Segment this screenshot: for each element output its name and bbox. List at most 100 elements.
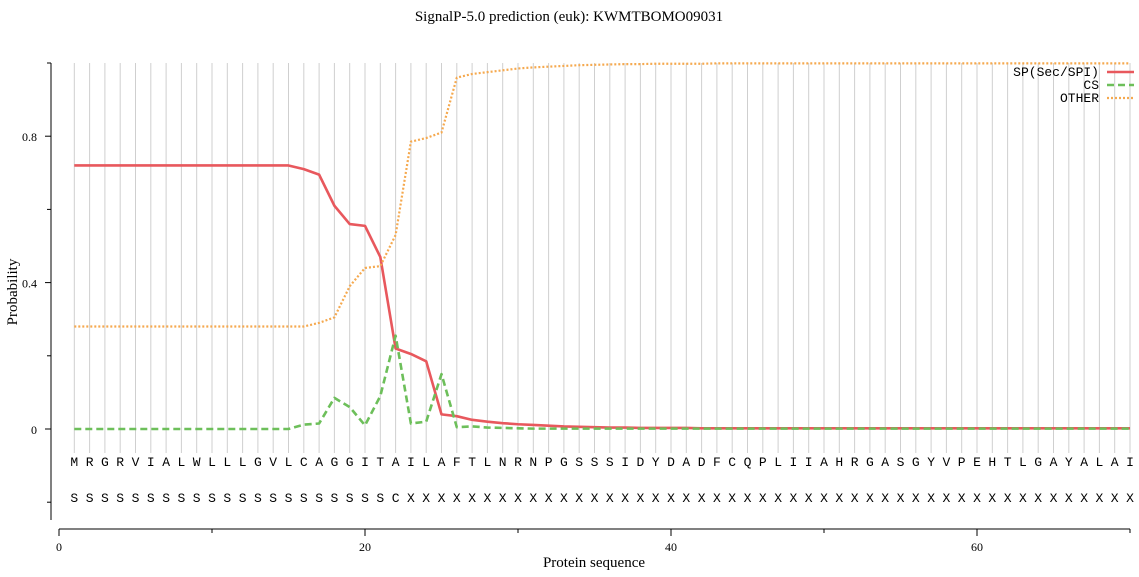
sequence-letter: A — [820, 455, 828, 470]
sequence-letter: L — [483, 455, 491, 470]
annotation-letter: X — [422, 491, 430, 506]
annotation-letter: X — [483, 491, 491, 506]
annotation-letter: X — [1080, 491, 1088, 506]
series-cs-line — [74, 334, 1130, 431]
sequence-letter: L — [422, 455, 430, 470]
annotation-letter: X — [514, 491, 522, 506]
annotation-letter: S — [70, 491, 78, 506]
annotation-letter: S — [300, 491, 308, 506]
annotation-letter: S — [162, 491, 170, 506]
annotation-letter: X — [1004, 491, 1012, 506]
annotation-letter: X — [667, 491, 675, 506]
sequence-letter: L — [208, 455, 216, 470]
annotation-letter: X — [499, 491, 507, 506]
annotation-letter: X — [1019, 491, 1027, 506]
sequence-letter: L — [223, 455, 231, 470]
annotation-letter: S — [376, 491, 384, 506]
annotation-letter: S — [285, 491, 293, 506]
y-tick-label: 0.4 — [22, 277, 37, 291]
sequence-letter: N — [529, 455, 537, 470]
x-tick-label: 20 — [359, 540, 371, 554]
sequence-letter: H — [988, 455, 996, 470]
annotation-letter: S — [132, 491, 140, 506]
annotation-letter: S — [147, 491, 155, 506]
annotation-letter: S — [193, 491, 201, 506]
sequence-letter: G — [101, 455, 109, 470]
sequence-letter: C — [300, 455, 308, 470]
annotation-letter: X — [851, 491, 859, 506]
annotation-letter: X — [789, 491, 797, 506]
sequence-letter: I — [1126, 455, 1134, 470]
sequence-letter: D — [698, 455, 706, 470]
annotation-letter: X — [1126, 491, 1134, 506]
legend-label: SP(Sec/SPI) — [1013, 65, 1099, 80]
annotation-letter: X — [759, 491, 767, 506]
sequence-letter: L — [774, 455, 782, 470]
annotation-letter: S — [330, 491, 338, 506]
sequence-letter: T — [468, 455, 476, 470]
annotation-letter: S — [116, 491, 124, 506]
annotation-letter: X — [805, 491, 813, 506]
sequence-letter: R — [514, 455, 522, 470]
annotation-letter: S — [254, 491, 262, 506]
sequence-letter: W — [193, 455, 201, 470]
series-lines — [74, 62, 1130, 431]
annotation-letter: X — [545, 491, 553, 506]
sequence-letter: S — [606, 455, 614, 470]
sequence-letter: L — [1095, 455, 1103, 470]
annotation-letter: X — [636, 491, 644, 506]
series-other-line — [74, 62, 1130, 328]
annotation-letter: S — [239, 491, 247, 506]
sequence-letter: Q — [744, 455, 752, 470]
sequence-letter: Y — [1065, 455, 1073, 470]
sequence-letter: A — [1080, 455, 1088, 470]
sequence-letter: G — [866, 455, 874, 470]
sequence-letter: A — [1111, 455, 1119, 470]
annotation-letter: S — [86, 491, 94, 506]
annotation-letter: X — [728, 491, 736, 506]
annotation-letter: X — [744, 491, 752, 506]
annotation-letter: C — [392, 491, 400, 506]
x-tick-label: 40 — [665, 540, 677, 554]
sequence-letter: A — [392, 455, 400, 470]
annotation-letter: X — [774, 491, 782, 506]
sequence-letter: V — [269, 455, 277, 470]
sequence-letter: F — [713, 455, 721, 470]
sequence-letter: G — [330, 455, 338, 470]
sequence-letter: A — [315, 455, 323, 470]
sequence-letter: G — [912, 455, 920, 470]
sequence-letter: L — [177, 455, 185, 470]
annotation-letter: X — [621, 491, 629, 506]
sequence-letter: G — [1034, 455, 1042, 470]
annotation-letter: S — [223, 491, 231, 506]
sequence-letter: R — [116, 455, 124, 470]
sequence-letter: A — [881, 455, 889, 470]
sequence-letter: I — [789, 455, 797, 470]
annotation-letter: X — [973, 491, 981, 506]
annotation-letter: S — [315, 491, 323, 506]
annotation-letter: X — [453, 491, 461, 506]
annotation-letter: X — [682, 491, 690, 506]
annotation-letter: X — [1065, 491, 1073, 506]
sequence-letter: G — [560, 455, 568, 470]
annotation-letter: X — [407, 491, 415, 506]
sequence-letter: D — [667, 455, 675, 470]
annotation-letter: X — [606, 491, 614, 506]
sequence-letter: A — [162, 455, 170, 470]
sequence-letter: I — [805, 455, 813, 470]
sequence-letter: P — [759, 455, 767, 470]
series-sp-sec-spi--line — [74, 164, 1130, 430]
annotation-letter: X — [1095, 491, 1103, 506]
sequence-letter: S — [897, 455, 905, 470]
sequence-letter: S — [591, 455, 599, 470]
sequence-letter: Y — [652, 455, 660, 470]
sequence-letter: H — [835, 455, 843, 470]
sequence-letter: C — [728, 455, 736, 470]
sequence-letter: I — [621, 455, 629, 470]
annotation-letter: X — [942, 491, 950, 506]
annotation-letter: S — [208, 491, 216, 506]
annotation-letter: X — [560, 491, 568, 506]
sequence-letter: T — [1004, 455, 1012, 470]
